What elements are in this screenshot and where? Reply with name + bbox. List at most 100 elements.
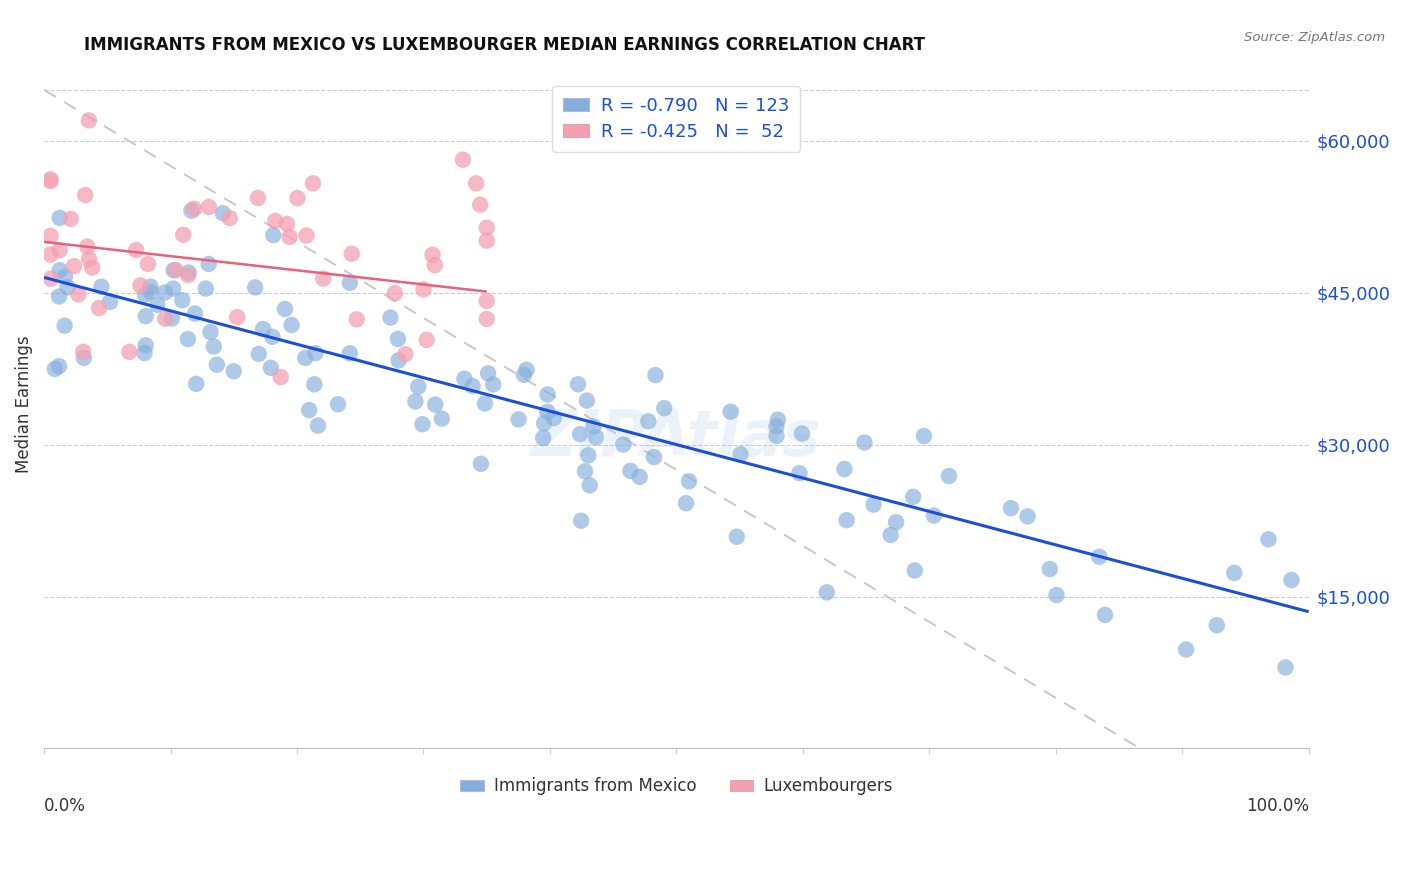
Point: [922, 508, 945, 523]
Point: [246, 191, 269, 205]
Point: [536, 405, 558, 419]
Point: [139, 279, 162, 293]
Point: [172, 227, 194, 242]
Point: [226, 310, 249, 325]
Point: [198, 200, 221, 214]
Point: [1039, 562, 1062, 576]
Point: [725, 530, 748, 544]
Point: [578, 478, 600, 492]
Point: [160, 311, 183, 326]
Point: [678, 475, 700, 489]
Point: [39, 228, 62, 243]
Point: [475, 234, 498, 248]
Point: [90, 280, 112, 294]
Point: [790, 426, 813, 441]
Point: [274, 301, 297, 316]
Text: Source: ZipAtlas.com: Source: ZipAtlas.com: [1244, 31, 1385, 45]
Point: [339, 346, 361, 360]
Point: [177, 266, 200, 280]
Point: [172, 293, 194, 308]
Point: [515, 363, 537, 377]
Point: [938, 469, 960, 483]
Point: [155, 311, 177, 326]
Point: [451, 153, 474, 167]
Point: [1205, 618, 1227, 632]
Point: [406, 379, 429, 393]
Point: [461, 379, 484, 393]
Point: [1017, 509, 1039, 524]
Point: [652, 401, 675, 416]
Point: [853, 435, 876, 450]
Point: [218, 211, 240, 225]
Point: [531, 431, 554, 445]
Point: [465, 176, 488, 190]
Point: [1223, 566, 1246, 580]
Point: [294, 351, 316, 365]
Point: [146, 298, 169, 312]
Point: [765, 419, 787, 434]
Point: [59, 212, 82, 227]
Point: [163, 263, 186, 277]
Point: [628, 470, 651, 484]
Point: [212, 206, 235, 220]
Point: [39, 247, 62, 261]
Point: [412, 282, 434, 296]
Point: [425, 398, 447, 412]
Point: [404, 394, 426, 409]
Point: [205, 358, 228, 372]
Point: [295, 228, 318, 243]
Point: [834, 462, 856, 476]
Point: [475, 293, 498, 308]
Point: [482, 377, 505, 392]
Point: [49, 263, 72, 277]
Point: [304, 377, 326, 392]
Point: [252, 322, 274, 336]
Point: [77, 252, 100, 266]
Point: [380, 310, 402, 325]
Point: [247, 347, 270, 361]
Point: [339, 276, 361, 290]
Point: [312, 271, 335, 285]
Point: [901, 490, 924, 504]
Point: [533, 417, 555, 431]
Legend: Immigrants from Mexico, Luxembourgers: Immigrants from Mexico, Luxembourgers: [454, 771, 898, 802]
Point: [260, 360, 283, 375]
Point: [82, 260, 104, 275]
Point: [884, 515, 907, 529]
Point: [183, 202, 205, 216]
Point: [346, 312, 368, 326]
Point: [76, 239, 98, 253]
Point: [1045, 588, 1067, 602]
Point: [1175, 642, 1198, 657]
Text: 0.0%: 0.0%: [44, 797, 86, 814]
Point: [619, 464, 641, 478]
Point: [513, 368, 536, 382]
Point: [569, 427, 592, 442]
Point: [73, 351, 96, 365]
Point: [194, 282, 217, 296]
Point: [415, 333, 437, 347]
Point: [1274, 660, 1296, 674]
Point: [307, 418, 329, 433]
Point: [48, 243, 70, 257]
Point: [139, 285, 162, 299]
Point: [508, 412, 530, 426]
Point: [276, 217, 298, 231]
Point: [326, 397, 349, 411]
Point: [177, 332, 200, 346]
Point: [477, 367, 499, 381]
Point: [48, 211, 70, 225]
Point: [475, 312, 498, 326]
Point: [134, 346, 156, 360]
Point: [575, 393, 598, 408]
Point: [384, 286, 406, 301]
Point: [262, 330, 284, 344]
Point: [1281, 573, 1303, 587]
Point: [129, 278, 152, 293]
Point: [675, 496, 697, 510]
Point: [48, 289, 70, 303]
Point: [585, 430, 607, 444]
Y-axis label: Median Earnings: Median Earnings: [15, 335, 32, 473]
Point: [197, 257, 219, 271]
Point: [912, 429, 935, 443]
